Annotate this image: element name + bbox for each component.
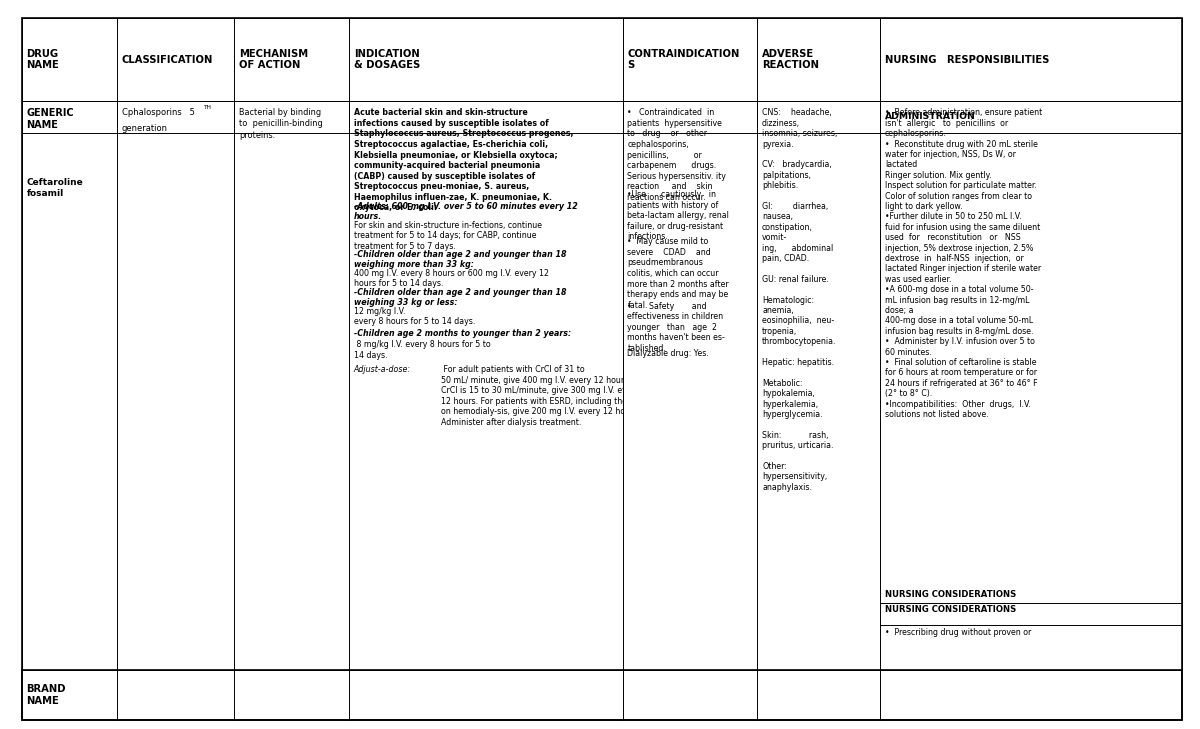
Text: NURSING CONSIDERATIONS: NURSING CONSIDERATIONS [886,605,1016,614]
Text: For skin and skin-structure in-fections, continue
treatment for 5 to 14 days; fo: For skin and skin-structure in-fections,… [354,221,541,251]
Bar [22,101,1182,670]
Text: CONTRAINDICATION
S: CONTRAINDICATION S [628,49,740,71]
Text: Cphalosporins   5: Cphalosporins 5 [121,109,194,117]
Text: 8 mg/kg I.V. every 8 hours for 5 to
14 days.: 8 mg/kg I.V. every 8 hours for 5 to 14 d… [354,340,491,359]
Text: INDICATION
& DOSAGES: INDICATION & DOSAGES [354,49,420,71]
Text: •  Prescribing drug without proven or: • Prescribing drug without proven or [886,628,1031,636]
Text: -Adults: 600 mg I.V. over 5 to 60 minutes every 12
hours.: -Adults: 600 mg I.V. over 5 to 60 minute… [354,202,577,221]
Text: •       Safety       and
effectiveness in children
younger   than   age  2
month: • Safety and effectiveness in children y… [628,302,725,353]
Bar [22,101,1182,133]
Text: DRUG
NAME: DRUG NAME [26,49,59,71]
Text: For adult patients with CrCI of 31 to
50 mL/ minute, give 400 mg I.V. every 12 h: For adult patients with CrCI of 31 to 50… [442,365,641,426]
Bar [22,18,1182,101]
Text: BRAND
NAME: BRAND NAME [26,685,66,706]
Text: NURSING   RESPONSIBILITIES: NURSING RESPONSIBILITIES [886,55,1050,65]
Text: •  May cause mild to
severe    CDAD    and
pseudmembranous
colitis, which can oc: • May cause mild to severe CDAD and pseu… [628,238,730,310]
Text: CNS:    headache,
dizziness,
insomnia, seizures,
pyrexia.

CV:   bradycardia,
pa: CNS: headache, dizziness, insomnia, seiz… [762,109,838,492]
Text: Ceftaroline
fosamil: Ceftaroline fosamil [26,179,83,198]
Text: TH: TH [203,105,211,109]
Text: MECHANISM
OF ACTION: MECHANISM OF ACTION [239,49,308,71]
Text: generation: generation [121,124,168,133]
Text: -Children older than age 2 and younger than 18
weighing more than 33 kg:: -Children older than age 2 and younger t… [354,250,566,269]
Text: Dialyzable drug: Yes.: Dialyzable drug: Yes. [628,349,709,358]
Text: Adjust-a-dose:: Adjust-a-dose: [354,365,410,374]
Text: ADVERSE
REACTION: ADVERSE REACTION [762,49,820,71]
Text: •Use      cautiously   in
patients with history of
beta-lactam allergy, renal
fa: •Use cautiously in patients with history… [628,190,730,241]
Text: ADMINISTRATION: ADMINISTRATION [886,112,976,121]
Text: NURSING CONSIDERATIONS: NURSING CONSIDERATIONS [886,590,1016,599]
Text: Acute bacterial skin and skin-structure
infections caused by susceptible isolate: Acute bacterial skin and skin-structure … [354,109,574,212]
Text: 12 mg/kg I.V.
every 8 hours for 5 to 14 days.: 12 mg/kg I.V. every 8 hours for 5 to 14 … [354,307,475,326]
Text: GENERIC
NAME: GENERIC NAME [26,109,74,130]
Bar [22,670,1182,720]
Text: •  Before administration, ensure patient
isn't  allergic   to  penicillins  or
c: • Before administration, ensure patient … [886,109,1043,419]
Text: •   Contraindicated  in
patients  hypersensitive
to   drug    or   other
cephalo: • Contraindicated in patients hypersensi… [628,109,726,202]
Text: -Children older than age 2 and younger than 18
weighing 33 kg or less:: -Children older than age 2 and younger t… [354,288,566,307]
Text: -Children age 2 months to younger than 2 years:: -Children age 2 months to younger than 2… [354,329,571,338]
Text: 400 mg I.V. every 8 hours or 600 mg I.V. every 12
hours for 5 to 14 days.: 400 mg I.V. every 8 hours or 600 mg I.V.… [354,269,548,288]
Text: Bacterial by binding
to  penicillin-binding
proteins.: Bacterial by binding to penicillin-bindi… [239,109,323,139]
Text: CLASSIFICATION: CLASSIFICATION [121,55,212,65]
